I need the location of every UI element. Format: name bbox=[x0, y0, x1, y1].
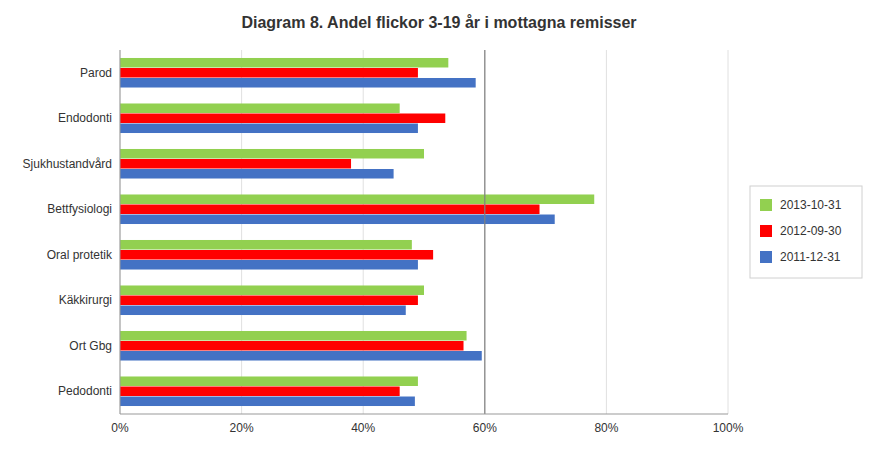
bar bbox=[120, 215, 555, 225]
title: Diagram 8. Andel flickor 3-19 år i motta… bbox=[241, 14, 636, 31]
bar bbox=[120, 103, 400, 113]
bar bbox=[120, 260, 418, 270]
legend-label: 2011-12-31 bbox=[780, 250, 841, 264]
bar bbox=[120, 113, 445, 123]
bar bbox=[120, 386, 400, 396]
y-tick-label: Oral protetik bbox=[47, 248, 113, 262]
bar bbox=[120, 376, 418, 386]
chart: Diagram 8. Andel flickor 3-19 år i motta… bbox=[0, 0, 878, 454]
y-tick-label: Käkkirurgi bbox=[59, 293, 112, 307]
legend-label: 2013-10-31 bbox=[780, 198, 842, 212]
bar bbox=[120, 285, 424, 295]
x-tick-label: 80% bbox=[594, 421, 618, 435]
y-tick-label: Ort Gbg bbox=[69, 339, 112, 353]
bars bbox=[120, 58, 594, 406]
grid-line bbox=[606, 50, 607, 414]
y-tick-label: Endodonti bbox=[58, 111, 112, 125]
bar bbox=[120, 149, 424, 159]
bar bbox=[120, 341, 464, 351]
x-axis-line bbox=[120, 414, 728, 415]
y-tick-label: Sjukhustandvård bbox=[23, 157, 112, 171]
legend-label: 2012-09-30 bbox=[780, 224, 842, 238]
x-tick-label: 0% bbox=[111, 421, 129, 435]
y-tick-label: Parod bbox=[80, 66, 112, 80]
bar bbox=[120, 250, 433, 260]
bar bbox=[120, 306, 406, 316]
bar bbox=[120, 240, 412, 250]
legend-swatch bbox=[760, 199, 772, 211]
bar bbox=[120, 169, 394, 179]
bar bbox=[120, 78, 476, 88]
legend-swatch bbox=[760, 225, 772, 237]
bar bbox=[120, 194, 594, 204]
reference-line bbox=[484, 50, 485, 414]
legend-swatch bbox=[760, 251, 772, 263]
bar bbox=[120, 351, 482, 361]
y-tick-label: Pedodonti bbox=[58, 384, 112, 398]
y-axis-line bbox=[120, 50, 121, 414]
bar bbox=[120, 58, 448, 68]
grid-line bbox=[120, 50, 121, 414]
x-tick-label: 100% bbox=[713, 421, 744, 435]
x-tick-label: 60% bbox=[473, 421, 497, 435]
grid-line bbox=[484, 50, 485, 414]
bar bbox=[120, 68, 418, 78]
y-tick-label: Bettfysiologi bbox=[47, 202, 112, 216]
bar bbox=[120, 159, 351, 169]
bar bbox=[120, 331, 467, 341]
grid bbox=[120, 50, 728, 414]
x-tick-label: 20% bbox=[230, 421, 254, 435]
bar bbox=[120, 295, 418, 305]
x-tick-label: 40% bbox=[351, 421, 375, 435]
bar bbox=[120, 397, 415, 407]
grid-line bbox=[728, 50, 729, 414]
bar bbox=[120, 204, 540, 214]
legend-box bbox=[750, 186, 862, 278]
legend: 2013-10-31 2012-09-30 2011-12-31 bbox=[750, 186, 862, 278]
bar bbox=[120, 124, 418, 134]
